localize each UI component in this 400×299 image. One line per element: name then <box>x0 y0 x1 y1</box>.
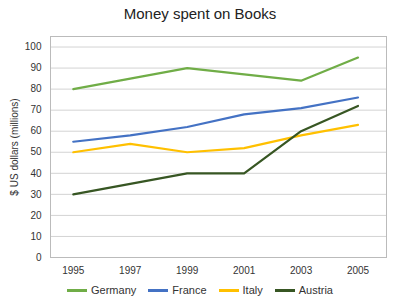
html-text:Italy: Italy <box>242 284 263 296</box>
svg-text:1999: 1999 <box>176 265 199 276</box>
svg-text:2005: 2005 <box>347 265 370 276</box>
svg-text:40: 40 <box>30 168 42 179</box>
svg-text:60: 60 <box>30 125 42 136</box>
html-text:France: France <box>172 284 207 296</box>
svg-text:20: 20 <box>30 210 42 221</box>
svg-text:90: 90 <box>30 62 42 73</box>
svg-text:10: 10 <box>30 231 42 242</box>
svg-text:100: 100 <box>25 41 42 52</box>
html-text:Money spent on Books: Money spent on Books <box>123 5 277 22</box>
svg-text:70: 70 <box>30 104 42 115</box>
svg-text:2001: 2001 <box>233 265 256 276</box>
html-text:Germany: Germany <box>91 284 137 296</box>
html-text:Austria: Austria <box>298 284 333 296</box>
svg-text:50: 50 <box>30 146 42 157</box>
svg-text:30: 30 <box>30 189 42 200</box>
svg-text:2003: 2003 <box>290 265 313 276</box>
svg-text:$ US dollars (millions): $ US dollars (millions) <box>9 98 20 195</box>
svg-text:1997: 1997 <box>119 265 142 276</box>
svg-text:0: 0 <box>36 252 42 263</box>
svg-text:80: 80 <box>30 83 42 94</box>
svg-text:1995: 1995 <box>62 265 85 276</box>
